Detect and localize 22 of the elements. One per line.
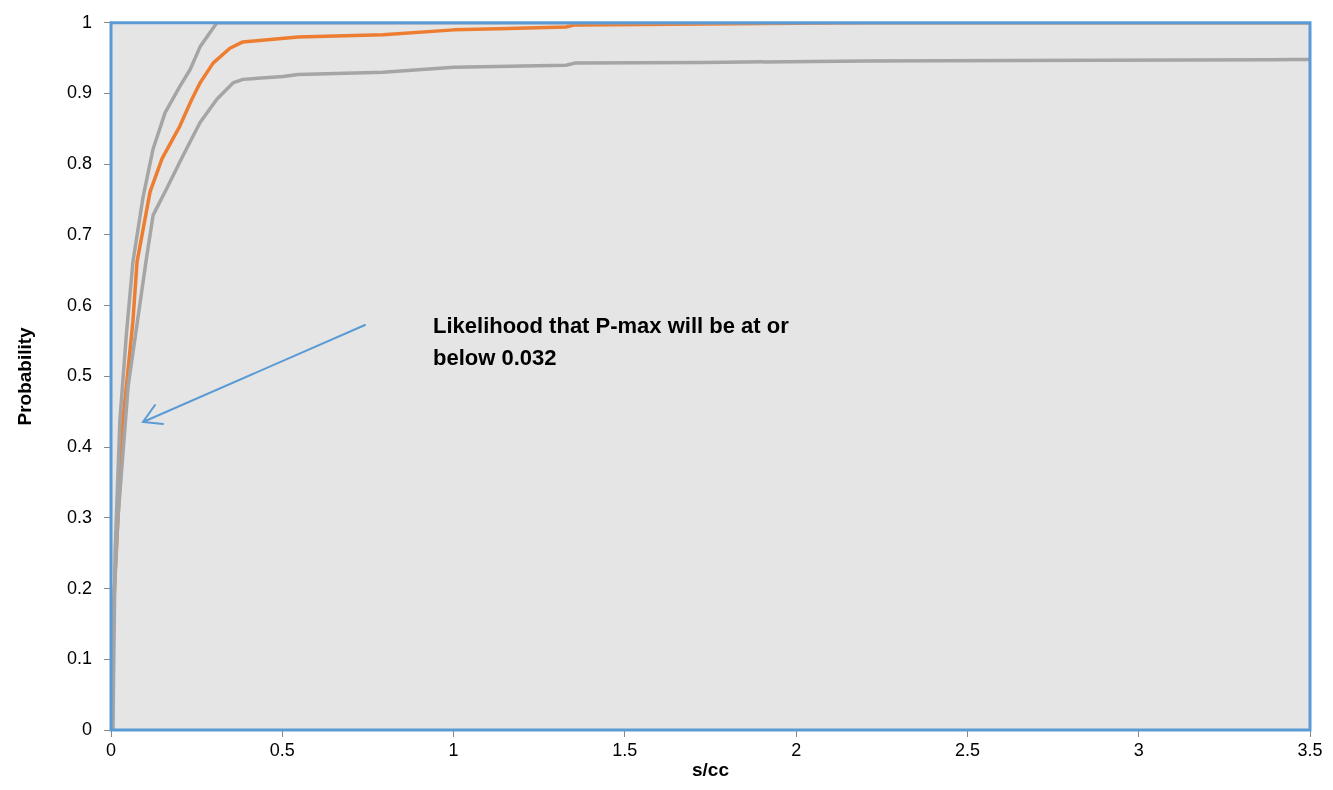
y-tick-label: 0.2	[66, 577, 92, 598]
y-tick-label: 1	[81, 11, 92, 32]
annotation: Likelihood that P-max will be at or below 0.032	[433, 312, 790, 372]
y-axis-title: Probability	[13, 326, 35, 426]
x-tick-label: 1.5	[612, 739, 638, 760]
y-tick-label: 0.4	[66, 436, 92, 457]
y-tick-label: 0.5	[66, 365, 92, 386]
x-tick-label: 2.5	[954, 739, 980, 760]
x-tick-label: 3.5	[1297, 739, 1323, 760]
x-tick-label: 0.5	[269, 739, 295, 760]
y-tick-label: 0.6	[66, 294, 92, 315]
y-tick-label: 0.7	[66, 223, 92, 244]
x-tick-label: 0	[105, 739, 117, 760]
y-tick-label: 0.9	[66, 82, 92, 103]
x-tick-label: 2	[791, 739, 802, 760]
x-tick-label: 1	[448, 739, 459, 760]
y-tick-label: 0.3	[66, 506, 92, 527]
y-tick-label: 0.8	[66, 153, 92, 174]
y-tick-label: 0.1	[66, 648, 92, 669]
y-tick-label: 0	[81, 718, 92, 739]
x-tick-label: 3	[1133, 739, 1144, 760]
x-axis-title: s/cc	[692, 758, 730, 780]
